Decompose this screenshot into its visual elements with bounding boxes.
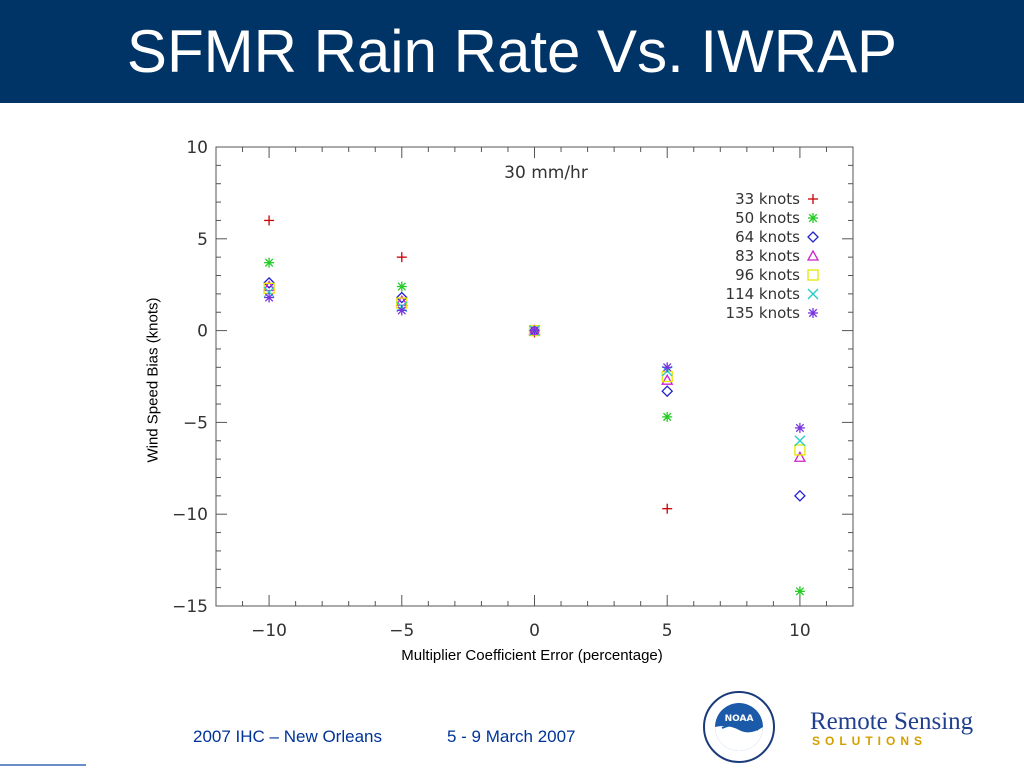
data-point-6-2 (529, 325, 540, 336)
legend-label: 135 knots (726, 304, 801, 322)
x-tick-label: −5 (389, 621, 414, 641)
data-point-4-4 (794, 444, 806, 456)
y-tick-label: −10 (172, 505, 208, 525)
x-tick-label: 5 (662, 621, 673, 641)
data-point-1-4 (794, 586, 805, 597)
x-tick-label: 0 (529, 621, 540, 641)
seal-text: NOAA (725, 714, 754, 724)
data-point-6-0 (264, 292, 275, 303)
logo-text-top: Remote Sensing (810, 708, 974, 735)
y-tick-label: 5 (197, 230, 208, 250)
footer-date: 5 - 9 March 2007 (447, 727, 576, 746)
slide-title: SFMR Rain Rate Vs. IWRAP (126, 18, 898, 85)
data-point-1-1 (396, 281, 407, 292)
legend-label: 64 knots (735, 228, 800, 246)
legend-marker-5 (807, 288, 819, 300)
data-point-1-3 (662, 411, 673, 422)
y-tick-label: 10 (186, 138, 208, 158)
legend-marker-6 (808, 308, 818, 318)
x-axis-label: Multiplier Coefficient Error (percentage… (401, 647, 663, 664)
data-point-6-4 (794, 422, 805, 433)
legend-label: 50 knots (735, 209, 800, 227)
x-tick-label: 10 (789, 621, 811, 641)
legend-label: 33 knots (735, 190, 800, 208)
chart-annotation: 30 mm/hr (504, 163, 588, 183)
data-point-3-3 (661, 373, 674, 385)
data-point-0-1 (396, 252, 407, 263)
legend-marker-4 (807, 269, 819, 281)
remote-sensing-solutions-logo: Remote Sensing SOLUTIONS (810, 708, 990, 748)
data-point-0-3 (662, 503, 673, 514)
y-tick-label: 0 (197, 322, 208, 342)
title-bar: SFMR Rain Rate Vs. IWRAP (0, 0, 1024, 103)
data-point-0-0 (264, 215, 275, 226)
x-tick-label: −10 (251, 621, 287, 641)
data-point-6-3 (662, 362, 673, 373)
legend-marker-2 (807, 231, 819, 243)
data-point-2-1 (395, 291, 408, 304)
data-point-5-4 (794, 435, 806, 447)
legend-marker-1 (808, 213, 818, 223)
y-tick-label: −15 (172, 597, 208, 617)
data-point-2-4 (793, 489, 806, 502)
data-point-6-1 (396, 305, 407, 316)
noaa-seal-logo: NOAA (703, 691, 775, 763)
legend-label: 114 knots (726, 285, 801, 303)
data-point-1-0 (264, 257, 275, 268)
legend-label: 96 knots (735, 266, 800, 284)
corner-divider (0, 764, 86, 766)
legend-label: 83 knots (735, 247, 800, 265)
data-point-2-0 (263, 276, 276, 289)
data-point-2-3 (661, 385, 674, 398)
data-point-3-1 (395, 294, 408, 306)
data-point-3-4 (793, 450, 807, 462)
data-point-3-0 (262, 280, 276, 292)
data-point-5-0 (263, 286, 275, 298)
legend-marker-0 (808, 194, 818, 204)
legend-marker-3 (806, 249, 820, 261)
y-axis-label: Wind Speed Bias (knots) (144, 297, 162, 463)
footer-event: 2007 IHC – New Orleans (193, 727, 382, 746)
logo-text-bottom: SOLUTIONS (812, 734, 928, 748)
y-tick-label: −5 (183, 413, 208, 433)
